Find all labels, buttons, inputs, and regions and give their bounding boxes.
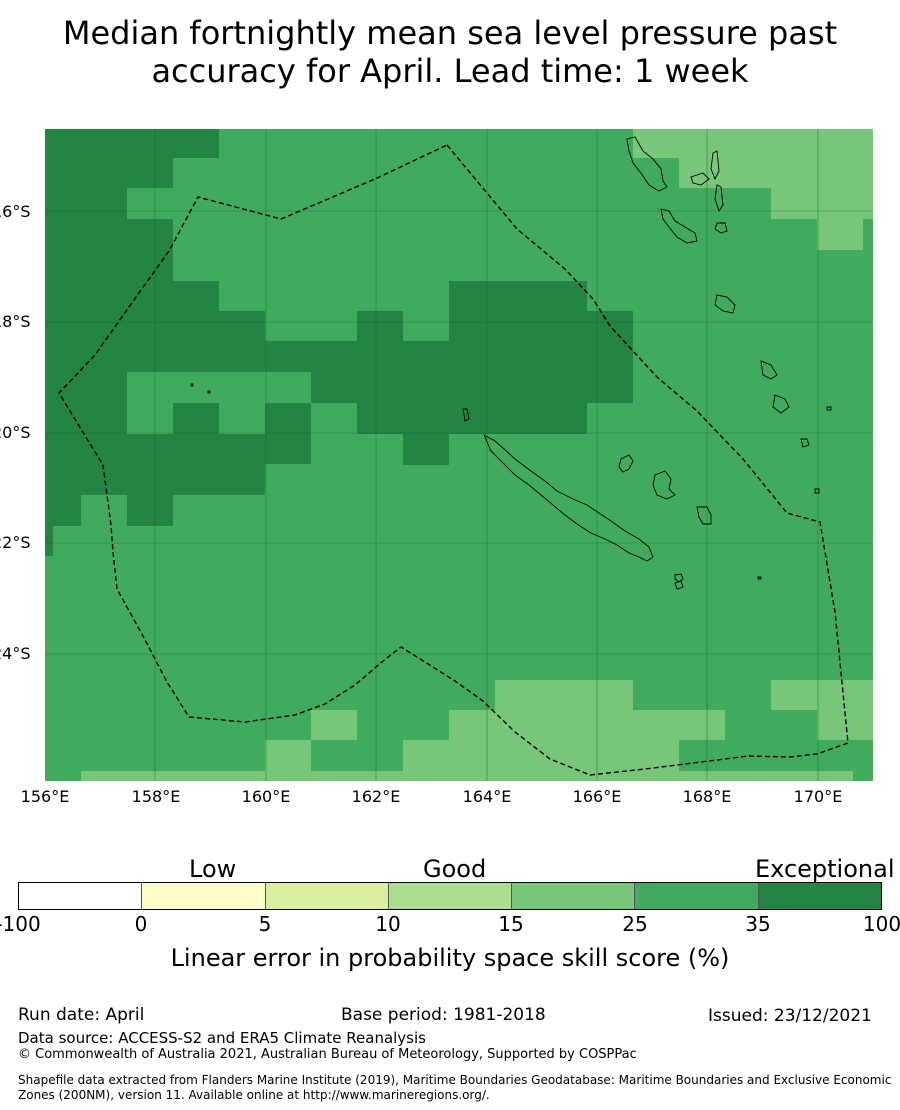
lat-label-16s: 16°S [0,202,31,221]
small-islet-3 [826,406,832,411]
colorbar-tick: -100 [0,912,41,936]
lon-label-166e: 166°E [572,787,622,806]
epi-coastline [714,222,728,234]
skill-cell-dark-13 [265,403,311,464]
map-title: Median fortnightly mean sea level pressu… [0,14,900,90]
skill-cell-dark-11 [127,495,173,526]
map-gridlines [45,129,873,781]
new-caledonia-coastline [483,433,654,562]
skill-cell-dark-8 [173,403,219,434]
skill-cell-dark-10 [45,495,81,526]
legend-category-exceptional: Exceptional [755,855,895,883]
skill-cell-dark-15 [357,311,403,341]
erromango-coastline [772,394,790,414]
colorbar-segment-0-5 [142,883,266,909]
skill-cell-dark-16 [265,341,587,372]
matthew-islet [674,580,684,590]
base-period: Base period: 1981-2018 [341,1005,546,1025]
colorbar-tick: 10 [375,912,401,936]
run-date: Run date: April [18,1005,145,1025]
skill-cell-dark-21 [587,311,633,403]
skill-cell-dark-18 [357,403,587,434]
skill-cell-dark-7 [45,372,127,434]
skill-cell-light-3 [817,219,863,250]
colorbar-tick: 15 [498,912,524,936]
hunter-islet [814,488,820,494]
eez-boundary [58,144,849,776]
loyalty-islands-coastline-3 [696,506,712,525]
colorbar-segment-5-10 [265,883,389,909]
colorbar-title: Linear error in probability space skill … [170,944,730,972]
skill-cell-light-0 [633,129,873,158]
colorbar-segment-25-35 [635,883,759,909]
legend-category-low: Low [189,855,237,883]
skill-cell-dark-17 [311,372,587,403]
lat-label-18s: 18°S [0,312,31,331]
skill-cell-light-11 [817,710,863,740]
lon-label-156e: 156°E [20,787,70,806]
skill-cell-light-2 [771,188,873,219]
colorbar-tick: 35 [745,912,771,936]
skill-cell-light-1 [679,158,873,188]
colorbar-tick: 25 [622,912,648,936]
colorbar-tick: 0 [134,912,148,936]
skill-cell-light-6 [403,740,679,771]
colorbar-segment-35-100 [758,883,881,909]
legend-category-good: Good [423,855,487,883]
shapefile-credit: Shapefile data extracted from Flanders M… [18,1073,892,1102]
ambae-coastline [690,172,710,186]
skill-cell-light-4 [495,680,633,710]
skill-cell-dark-3 [45,219,173,281]
colorbar-segment-below-0 [19,883,143,909]
lon-label-164e: 164°E [462,787,512,806]
skill-cell-dark-1 [45,158,173,188]
colorbar-segment-15-25 [512,883,636,909]
lat-label-24s: 24°S [0,644,31,663]
pentecost-coastline [714,184,724,213]
colorbar-segment-10-15 [388,883,513,909]
colorbar-tick: 100 [862,912,900,936]
issued-date: Issued: 23/12/2021 [708,1006,872,1026]
tanna-coastline [760,360,778,380]
lon-label-168e: 168°E [682,787,732,806]
skill-cell-light-12 [863,710,873,740]
coastlines [190,136,832,590]
lon-label-160e: 160°E [241,787,291,806]
lon-label-170e: 170°E [793,787,843,806]
walpole-islet [757,576,762,580]
skill-cell-dark-0 [45,129,219,158]
map-title-line-1: Median fortnightly mean sea level pressu… [62,14,838,52]
lat-label-20s: 20°S [0,423,31,442]
maewo-coastline [710,150,720,181]
data-source: Data source: ACCESS-S2 and ERA5 Climate … [18,1029,426,1047]
isle-of-pines-coastline [674,573,684,583]
efate-coastline [714,294,736,314]
lat-label-22s: 22°S [0,533,31,552]
skill-grid-cells [45,129,873,781]
skill-cell-dark-20 [449,281,587,341]
skill-cell-dark-12 [45,526,53,556]
skill-cell-dark-4 [45,281,219,311]
chesterfield-islet [462,408,470,422]
lon-label-158e: 158°E [131,787,181,806]
skill-cell-light-10 [771,680,873,710]
lon-label-162e: 162°E [351,787,401,806]
malekula-coastline [660,208,698,244]
small-islet-1 [190,383,194,387]
colorbar [18,882,882,910]
small-islet-2 [207,390,211,394]
espiritu-santo-coastline [626,136,668,192]
skill-cell-dark-19 [403,434,449,465]
colorbar-tick: 5 [258,912,272,936]
loyalty-islands-coastline-2 [652,470,676,500]
skill-cell-light-8 [311,710,357,740]
map-title-line-2: accuracy for April. Lead time: 1 week [151,52,749,90]
skill-score-map [45,129,873,781]
skill-cell-dark-2 [45,188,127,219]
loyalty-islands-coastline-1 [618,454,634,473]
aneityum-coastline [800,438,810,448]
skill-cell-light-9 [81,771,853,781]
copyright-notice: © Commonwealth of Australia 2021, Austra… [18,1047,637,1062]
skill-cell-light-5 [449,710,725,740]
